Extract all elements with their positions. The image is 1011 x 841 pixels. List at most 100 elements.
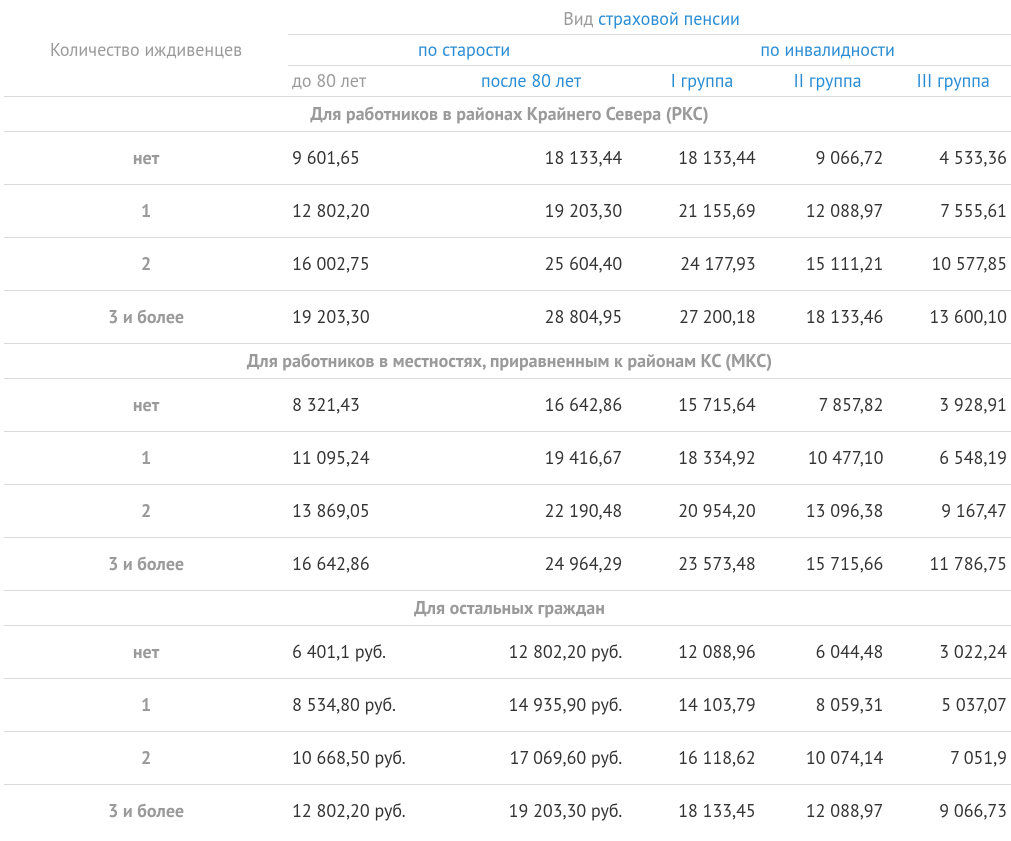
table-cell: 18 133,44 <box>422 132 640 185</box>
col-header-group1-link[interactable]: I группа <box>671 69 734 92</box>
col-header-pension-type: Вид страховой пенсии <box>288 4 1011 35</box>
table-row: 3 и более16 642,8624 964,2923 573,4815 7… <box>4 538 1011 591</box>
table-cell: 13 096,38 <box>764 485 892 538</box>
row-label: 1 <box>4 185 288 238</box>
table-cell: 7 051,9 <box>891 732 1011 785</box>
table-cell: 13 600,10 <box>891 291 1011 344</box>
row-label: нет <box>4 626 288 679</box>
table-cell: 6 548,19 <box>891 432 1011 485</box>
table-cell: 19 203,30 руб. <box>422 785 640 838</box>
table-cell: 9 601,65 <box>288 132 422 185</box>
section-title: Для работников в местностях, приравненны… <box>4 344 1011 379</box>
pension-type-link[interactable]: страховой пенсии <box>598 7 740 30</box>
table-cell: 10 577,85 <box>891 238 1011 291</box>
col-header-group2: II группа <box>764 66 892 97</box>
col-header-old-age: по старости <box>288 35 640 66</box>
table-cell: 14 935,90 руб. <box>422 679 640 732</box>
table-cell: 15 715,64 <box>640 379 764 432</box>
row-label: 2 <box>4 238 288 291</box>
table-cell: 25 604,40 <box>422 238 640 291</box>
table-cell: 6 401,1 руб. <box>288 626 422 679</box>
table-row: 112 802,2019 203,3021 155,6912 088,977 5… <box>4 185 1011 238</box>
row-label: 1 <box>4 432 288 485</box>
table-row: нет8 321,4316 642,8615 715,647 857,823 9… <box>4 379 1011 432</box>
table-cell: 5 037,07 <box>891 679 1011 732</box>
table-cell: 20 954,20 <box>640 485 764 538</box>
table-row: 216 002,7525 604,4024 177,9315 111,2110 … <box>4 238 1011 291</box>
table-cell: 11 095,24 <box>288 432 422 485</box>
table-cell: 7 857,82 <box>764 379 892 432</box>
table-cell: 12 802,20 <box>288 185 422 238</box>
col-header-dependents: Количество иждивенцев <box>4 4 288 97</box>
row-label: 3 и более <box>4 291 288 344</box>
table-cell: 8 534,80 руб. <box>288 679 422 732</box>
col-header-group1: I группа <box>640 66 764 97</box>
table-cell: 12 802,20 руб. <box>288 785 422 838</box>
table-cell: 27 200,18 <box>640 291 764 344</box>
table-row: 213 869,0522 190,4820 954,2013 096,389 1… <box>4 485 1011 538</box>
table-cell: 19 203,30 <box>422 185 640 238</box>
table-cell: 6 044,48 <box>764 626 892 679</box>
table-cell: 22 190,48 <box>422 485 640 538</box>
table-cell: 18 133,44 <box>640 132 764 185</box>
table-cell: 13 869,05 <box>288 485 422 538</box>
row-label: 2 <box>4 485 288 538</box>
col-header-over80: после 80 лет <box>422 66 640 97</box>
table-cell: 9 167,47 <box>891 485 1011 538</box>
section-title: Для остальных граждан <box>4 591 1011 626</box>
col-header-over80-link[interactable]: после 80 лет <box>481 69 581 92</box>
col-header-group3-link[interactable]: III группа <box>917 69 990 92</box>
col-header-disability: по инвалидности <box>640 35 1011 66</box>
table-cell: 3 022,24 <box>891 626 1011 679</box>
table-cell: 18 133,45 <box>640 785 764 838</box>
row-label: 3 и более <box>4 538 288 591</box>
table-cell: 16 642,86 <box>422 379 640 432</box>
table-cell: 8 321,43 <box>288 379 422 432</box>
col-header-group2-link[interactable]: II группа <box>794 69 862 92</box>
col-header-under80: до 80 лет <box>288 66 422 97</box>
table-cell: 16 642,86 <box>288 538 422 591</box>
table-cell: 8 059,31 <box>764 679 892 732</box>
table-cell: 23 573,48 <box>640 538 764 591</box>
table-cell: 14 103,79 <box>640 679 764 732</box>
col-header-disability-link[interactable]: по инвалидности <box>760 38 894 61</box>
table-cell: 12 088,96 <box>640 626 764 679</box>
col-header-group3: III группа <box>891 66 1011 97</box>
table-cell: 15 111,21 <box>764 238 892 291</box>
table-cell: 12 802,20 руб. <box>422 626 640 679</box>
table-cell: 28 804,95 <box>422 291 640 344</box>
table-cell: 11 786,75 <box>891 538 1011 591</box>
table-row: нет9 601,6518 133,4418 133,449 066,724 5… <box>4 132 1011 185</box>
table-cell: 15 715,66 <box>764 538 892 591</box>
pension-type-prefix: Вид <box>563 7 598 30</box>
table-cell: 19 416,67 <box>422 432 640 485</box>
table-cell: 12 088,97 <box>764 785 892 838</box>
table-cell: 16 002,75 <box>288 238 422 291</box>
table-row: 3 и более19 203,3028 804,9527 200,1818 1… <box>4 291 1011 344</box>
table-cell: 10 074,14 <box>764 732 892 785</box>
table-cell: 9 066,72 <box>764 132 892 185</box>
table-cell: 18 133,46 <box>764 291 892 344</box>
table-row: 3 и более12 802,20 руб.19 203,30 руб.18 … <box>4 785 1011 838</box>
col-header-old-age-link[interactable]: по старости <box>418 38 510 61</box>
row-label: нет <box>4 132 288 185</box>
table-row: 210 668,50 руб.17 069,60 руб.16 118,6210… <box>4 732 1011 785</box>
table-row: 18 534,80 руб.14 935,90 руб.14 103,798 0… <box>4 679 1011 732</box>
table-cell: 16 118,62 <box>640 732 764 785</box>
row-label: нет <box>4 379 288 432</box>
table-cell: 4 533,36 <box>891 132 1011 185</box>
table-row: 111 095,2419 416,6718 334,9210 477,106 5… <box>4 432 1011 485</box>
row-label: 3 и более <box>4 785 288 838</box>
row-label: 2 <box>4 732 288 785</box>
pension-table: Количество иждивенцевВид страховой пенси… <box>4 4 1011 837</box>
table-row: нет6 401,1 руб.12 802,20 руб.12 088,966 … <box>4 626 1011 679</box>
section-title: Для работников в районах Крайнего Севера… <box>4 97 1011 132</box>
table-cell: 17 069,60 руб. <box>422 732 640 785</box>
table-cell: 24 177,93 <box>640 238 764 291</box>
row-label: 1 <box>4 679 288 732</box>
table-cell: 18 334,92 <box>640 432 764 485</box>
table-cell: 7 555,61 <box>891 185 1011 238</box>
table-cell: 21 155,69 <box>640 185 764 238</box>
table-cell: 10 477,10 <box>764 432 892 485</box>
table-cell: 9 066,73 <box>891 785 1011 838</box>
